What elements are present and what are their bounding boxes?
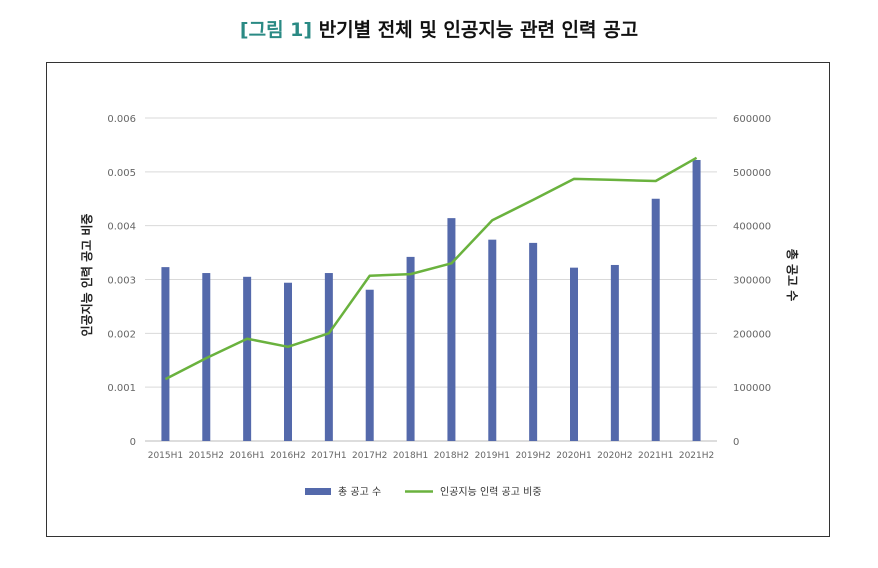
y-right-tick-label: 300000 (733, 276, 771, 287)
x-tick-label: 2020H1 (556, 451, 591, 461)
y-left-tick-label: 0.005 (107, 168, 136, 179)
y-left-tick-label: 0.001 (107, 383, 136, 394)
x-tick-label: 2020H2 (597, 451, 632, 461)
title-text: 반기별 전체 및 인공지능 관련 인력 공고 (318, 19, 639, 41)
bar (447, 218, 456, 441)
x-tick-label: 2017H1 (311, 451, 346, 461)
y-right-tick-label: 600000 (733, 114, 771, 125)
bar (161, 267, 170, 441)
bar (651, 198, 660, 441)
y-right-tick-label: 100000 (733, 383, 771, 394)
bar (610, 264, 619, 441)
bar (406, 256, 415, 441)
x-tick-label: 2021H1 (638, 451, 673, 461)
x-tick-label: 2019H1 (475, 451, 510, 461)
x-tick-label: 2015H1 (148, 451, 183, 461)
bar (243, 276, 252, 441)
y-left-tick-label: 0.004 (107, 222, 136, 233)
legend-label-bar: 총 공고 수 (338, 486, 381, 498)
y-left-tick-label: 0.006 (107, 114, 136, 125)
x-tick-label: 2019H2 (515, 451, 550, 461)
bar (365, 289, 374, 441)
x-tick-label: 2021H2 (679, 451, 714, 461)
x-tick-label: 2018H1 (393, 451, 428, 461)
x-tick-label: 2015H2 (189, 451, 224, 461)
y-right-axis-title: 총 공고 수 (785, 249, 800, 302)
series-line (164, 156, 698, 381)
bar (529, 242, 538, 441)
x-tick-label: 2016H1 (229, 451, 264, 461)
bar (488, 239, 497, 441)
x-tick-label: 2016H2 (270, 451, 305, 461)
bar (570, 267, 578, 441)
y-right-tick-label: 0 (733, 437, 739, 448)
legend-label-line: 인공지능 인력 공고 비중 (440, 486, 542, 498)
x-tick-label: 2017H2 (352, 451, 387, 461)
y-right-tick-label: 200000 (733, 329, 771, 340)
y-left-axis-title: 인공지능 인력 공고 비중 (79, 214, 94, 337)
figure-tag: [그림 1] (239, 19, 313, 41)
legend-swatch-bar (305, 488, 331, 495)
bar (324, 273, 333, 441)
bar (284, 282, 292, 441)
y-left-tick-label: 0 (130, 437, 136, 448)
y-right-tick-label: 500000 (733, 168, 771, 179)
bar (692, 159, 701, 442)
x-tick-label: 2018H2 (434, 451, 469, 461)
y-right-tick-label: 400000 (733, 222, 771, 233)
chart-frame (46, 62, 830, 537)
y-left-tick-label: 0.002 (107, 329, 136, 340)
chart-title: [그림 1] 반기별 전체 및 인공지능 관련 인력 공고 (0, 15, 878, 42)
y-left-tick-label: 0.003 (107, 276, 136, 287)
